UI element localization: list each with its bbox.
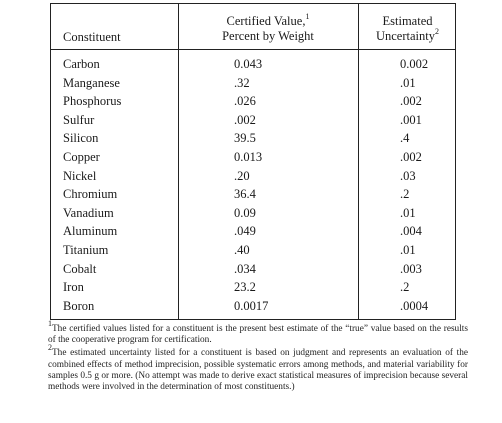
certified-value-cell: 0.043 xyxy=(234,57,263,71)
header-certified-line2: Percent by Weight xyxy=(222,29,314,43)
footnote-mark: 2 xyxy=(48,343,52,353)
table-row: Silicon 39.5 .4 xyxy=(51,131,455,150)
constituent-cell: Boron xyxy=(63,298,95,313)
footnote-text: The estimated uncertainty listed for a c… xyxy=(48,348,468,393)
constituent-cell: Copper xyxy=(63,150,100,164)
constituent-cell: Iron xyxy=(63,280,84,295)
table-row: Manganese .32 .01 xyxy=(51,76,455,95)
table-row: Nickel .20 .03 xyxy=(51,169,455,188)
footnote-2: 2The estimated uncertainty listed for a … xyxy=(48,344,468,393)
constituent-cell: Manganese xyxy=(63,75,120,90)
footnote-mark: 1 xyxy=(48,318,52,328)
constituent-cell: Phosphorus xyxy=(63,94,122,109)
header-uncertainty-line2: Uncertainty xyxy=(375,29,435,43)
header-certified-line1: Certified Value, xyxy=(226,14,306,28)
uncertainty-cell: .002 xyxy=(400,94,422,109)
table-row: Chromium 36.4 .2 xyxy=(51,187,455,206)
certified-value-cell: .034 xyxy=(234,261,256,276)
uncertainty-cell: .0004 xyxy=(400,298,429,313)
uncertainty-cell: .4 xyxy=(400,131,410,146)
certified-value-cell: 0.013 xyxy=(234,150,263,164)
header-uncertainty: Estimated Uncertainty2 xyxy=(359,14,456,44)
uncertainty-cell: .01 xyxy=(400,205,416,220)
constituent-cell: Silicon xyxy=(63,131,99,146)
certified-value-cell: 36.4 xyxy=(234,187,256,202)
constituent-cell: Titanium xyxy=(63,243,109,257)
certified-value-cell: 23.2 xyxy=(234,280,256,295)
uncertainty-cell: .01 xyxy=(400,243,416,257)
footnote-text: The certified values listed for a consti… xyxy=(48,324,468,346)
certified-value-cell: 0.09 xyxy=(234,205,256,220)
constituent-cell: Sulfur xyxy=(63,112,95,127)
constituent-cell: Vanadium xyxy=(63,205,114,220)
column-divider xyxy=(178,4,179,319)
table-row: Iron 23.2 .2 xyxy=(51,280,455,299)
header-uncertainty-line1: Estimated xyxy=(382,14,433,28)
certified-value-cell: .32 xyxy=(234,75,250,90)
certified-value-cell: 39.5 xyxy=(234,131,256,146)
certified-value-cell: .026 xyxy=(234,94,256,109)
header-divider xyxy=(51,49,455,50)
header-certified-value: Certified Value,1 Percent by Weight xyxy=(179,11,357,44)
uncertainty-cell: 0.002 xyxy=(400,57,429,71)
certificate-table: Constituent Certified Value,1 Percent by… xyxy=(50,3,456,320)
constituent-cell: Nickel xyxy=(63,168,97,183)
constituent-cell: Carbon xyxy=(63,57,100,71)
certified-value-cell: .20 xyxy=(234,168,250,183)
uncertainty-cell: .004 xyxy=(400,224,422,239)
uncertainty-cell: .01 xyxy=(400,75,416,90)
table-row: Copper 0.013 .002 xyxy=(51,150,455,169)
table-row: Cobalt .034 .003 xyxy=(51,262,455,281)
table-row: Aluminum .049 .004 xyxy=(51,224,455,243)
uncertainty-cell: .002 xyxy=(400,150,422,164)
uncertainty-cell: .2 xyxy=(400,280,410,295)
table-row: Phosphorus .026 .002 xyxy=(51,94,455,113)
table-row: Titanium .40 .01 xyxy=(51,243,455,262)
certified-value-cell: .049 xyxy=(234,224,256,239)
uncertainty-cell: .003 xyxy=(400,261,422,276)
constituent-cell: Chromium xyxy=(63,187,118,202)
certified-value-cell: .40 xyxy=(234,243,250,257)
certified-value-cell: .002 xyxy=(234,112,256,127)
table-row: Sulfur .002 .001 xyxy=(51,113,455,132)
table-row: Vanadium 0.09 .01 xyxy=(51,206,455,225)
footnote-ref-2: 2 xyxy=(435,26,439,36)
constituent-cell: Cobalt xyxy=(63,261,97,276)
table-row: Boron 0.0017 .0004 xyxy=(51,299,455,318)
column-divider xyxy=(358,4,359,319)
uncertainty-cell: .001 xyxy=(400,112,422,127)
footnotes: 1The certified values listed for a const… xyxy=(48,319,468,395)
uncertainty-cell: .2 xyxy=(400,187,410,202)
certified-value-cell: 0.0017 xyxy=(234,298,269,313)
table-row: Carbon 0.043 0.002 xyxy=(51,57,455,76)
header-constituent: Constituent xyxy=(63,30,121,44)
uncertainty-cell: .03 xyxy=(400,168,416,183)
footnote-ref-1: 1 xyxy=(305,11,310,21)
footnote-1: 1The certified values listed for a const… xyxy=(48,319,468,346)
constituent-cell: Aluminum xyxy=(63,224,118,239)
